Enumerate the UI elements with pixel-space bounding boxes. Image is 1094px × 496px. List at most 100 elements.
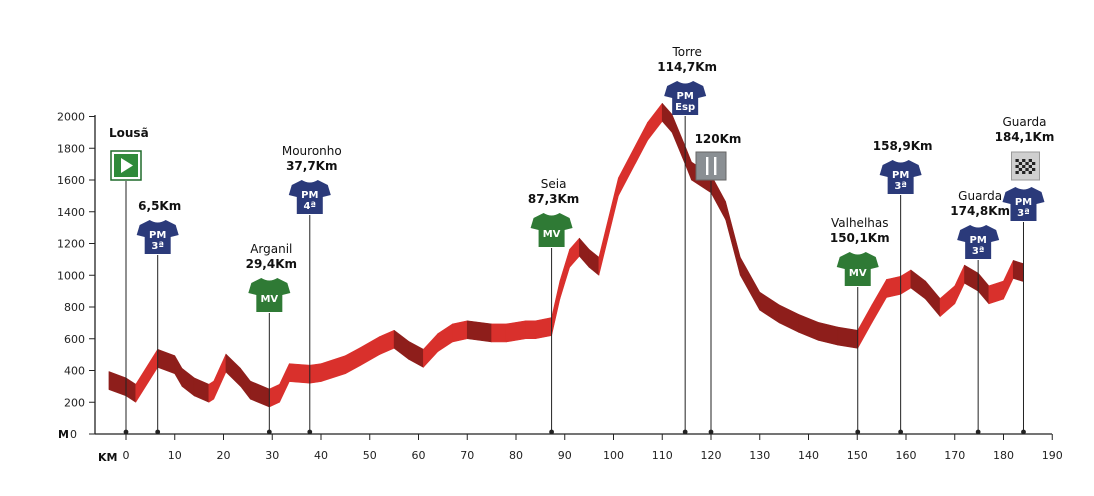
axes: KM M bbox=[58, 115, 1052, 464]
jersey-category: 3ª bbox=[972, 246, 985, 257]
x-tick-label: 80 bbox=[509, 449, 523, 462]
profile-segment bbox=[320, 355, 346, 382]
marker-dot bbox=[708, 429, 714, 435]
marker-dot bbox=[682, 429, 688, 435]
profile-segment bbox=[988, 280, 1004, 305]
profile-segment bbox=[910, 269, 926, 300]
marker-km: 158,9Km bbox=[873, 139, 933, 153]
y-tick-label: 2000 bbox=[57, 111, 85, 124]
marker-dot bbox=[1021, 429, 1026, 435]
x-ticks: 0 10 20 30 40 50 60 70 80 90 100 110 120 130 140 150 160… bbox=[123, 434, 1063, 462]
marker-km: 114,7Km bbox=[657, 60, 717, 74]
knife-icon bbox=[714, 157, 717, 175]
mv-jersey-icon bbox=[248, 278, 291, 312]
pm-jersey-icon bbox=[664, 81, 707, 115]
profile-segment bbox=[739, 256, 761, 311]
profile-segment bbox=[588, 249, 600, 276]
profile-segment bbox=[309, 363, 322, 384]
x-tick-label: 120 bbox=[701, 449, 722, 462]
y-unit-label: M bbox=[58, 428, 69, 441]
y-tick-label: 400 bbox=[64, 365, 85, 378]
pm-jersey-icon bbox=[1002, 187, 1045, 221]
flag-square bbox=[1025, 168, 1029, 171]
marker-km: 120Km bbox=[695, 132, 742, 146]
profile-segment bbox=[379, 329, 395, 355]
marker-dot bbox=[855, 429, 861, 435]
marker-name: Mouronho bbox=[282, 144, 342, 158]
profile-segment bbox=[208, 380, 215, 403]
profile-segment bbox=[345, 347, 361, 374]
profile-segment bbox=[778, 304, 800, 333]
profile-segment bbox=[798, 314, 819, 341]
profile-segment bbox=[491, 323, 507, 343]
flag-square bbox=[1022, 165, 1026, 168]
marker-start: Lousã bbox=[109, 126, 149, 435]
flag-square bbox=[1018, 168, 1023, 171]
y-tick-label: 200 bbox=[64, 396, 85, 409]
profile-segment bbox=[684, 145, 692, 181]
jersey-category: Esp bbox=[675, 102, 695, 113]
jersey-badge: PM bbox=[149, 230, 166, 241]
mv-jersey-icon bbox=[530, 213, 573, 247]
profile-segment bbox=[647, 102, 663, 141]
play-icon bbox=[121, 158, 133, 173]
flag-square bbox=[1015, 159, 1019, 162]
jersey-category: 3ª bbox=[151, 241, 164, 252]
profile-segment bbox=[925, 280, 941, 317]
pm-jersey-icon bbox=[136, 220, 179, 254]
markers: LousãPM3ª6,5KmMVArganil29,4KmPM4ªMouronh… bbox=[109, 45, 1055, 435]
profile-segment bbox=[250, 380, 270, 408]
marker-name: Valhelhas bbox=[831, 216, 889, 230]
marker-dot bbox=[266, 429, 272, 435]
profile-segment bbox=[569, 237, 580, 268]
y-tick-label: 1800 bbox=[57, 142, 85, 155]
profile-segment bbox=[225, 353, 241, 387]
profile-segment bbox=[661, 102, 673, 133]
profile-segment bbox=[525, 320, 536, 340]
x-unit-label: KM bbox=[98, 451, 117, 464]
x-tick-label: 30 bbox=[265, 449, 279, 462]
marker-km: 184,1Km bbox=[995, 130, 1055, 144]
x-tick-label: 10 bbox=[168, 449, 182, 462]
profile-segment bbox=[725, 201, 741, 276]
x-tick-label: 100 bbox=[603, 449, 624, 462]
flag-square bbox=[1022, 159, 1026, 162]
y-tick-label: 1600 bbox=[57, 174, 85, 187]
x-tick-label: 90 bbox=[558, 449, 572, 462]
marker-km: 87,3Km bbox=[528, 192, 579, 206]
pm-jersey-icon bbox=[957, 225, 1000, 259]
flag-square bbox=[1018, 162, 1023, 165]
feed-zone-icon bbox=[695, 151, 727, 181]
profile-segment bbox=[240, 368, 251, 400]
profile-segment bbox=[977, 272, 990, 305]
profile-segment bbox=[579, 237, 590, 268]
x-tick-label: 70 bbox=[460, 449, 474, 462]
flag-square bbox=[1015, 165, 1019, 168]
mv-jersey-icon bbox=[836, 252, 879, 286]
profile-segment bbox=[108, 371, 127, 397]
profile-segment bbox=[857, 304, 873, 349]
y-tick-label: 1400 bbox=[57, 206, 85, 219]
x-tick-label: 130 bbox=[749, 449, 770, 462]
jersey-badge: PM bbox=[970, 235, 987, 246]
profile-segment bbox=[964, 264, 979, 292]
y-tick-label: 1200 bbox=[57, 238, 85, 251]
profile-segment bbox=[954, 264, 965, 305]
profile-segment bbox=[193, 377, 210, 403]
flag-square bbox=[1031, 168, 1036, 171]
y-tick-label: 1000 bbox=[57, 269, 85, 282]
profile-segment bbox=[408, 341, 424, 368]
profile-segment bbox=[559, 249, 570, 300]
y-tick-label: 800 bbox=[64, 301, 85, 314]
marker-km: 174,8Km bbox=[950, 204, 1010, 218]
x-tick-label: 20 bbox=[217, 449, 231, 462]
x-tick-label: 160 bbox=[896, 449, 917, 462]
marker-km: 150,1Km bbox=[830, 231, 890, 245]
